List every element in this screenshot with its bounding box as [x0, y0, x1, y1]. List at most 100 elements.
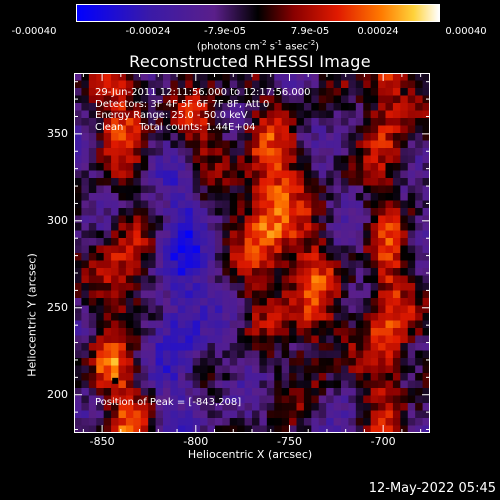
heatmap-cell	[96, 193, 105, 202]
heatmap-cell	[303, 305, 312, 314]
heatmap-cell	[355, 343, 364, 352]
heatmap-cell	[348, 133, 357, 142]
heatmap-cell	[303, 380, 312, 389]
heatmap-cell	[400, 328, 409, 337]
heatmap-cell	[214, 283, 223, 292]
heatmap-cell	[341, 290, 350, 299]
heatmap-cell	[88, 125, 97, 134]
heatmap-cell	[385, 133, 394, 142]
heatmap-cell	[207, 223, 216, 232]
heatmap-cell	[155, 118, 164, 127]
heatmap-cell	[244, 133, 253, 142]
heatmap-cell	[103, 268, 112, 277]
heatmap-cell	[103, 208, 112, 217]
heatmap-cell	[289, 80, 298, 89]
heatmap-cell	[192, 103, 201, 112]
heatmap-cell	[407, 275, 416, 284]
heatmap-cell	[125, 208, 134, 217]
heatmap-cell	[207, 283, 216, 292]
heatmap-cell	[326, 178, 335, 187]
heatmap-cell	[88, 410, 97, 419]
heatmap-cell	[266, 178, 275, 187]
heatmap-cell	[333, 328, 342, 337]
heatmap-cell	[222, 95, 231, 104]
heatmap-cell	[222, 133, 231, 142]
heatmap-cell	[289, 133, 298, 142]
heatmap-cell	[81, 110, 90, 119]
heatmap-cell	[422, 380, 430, 389]
unit-exp: -2	[259, 39, 267, 47]
heatmap-cell	[140, 140, 149, 149]
heatmap-cell	[222, 245, 231, 254]
heatmap-cell	[333, 305, 342, 314]
heatmap-cell	[81, 373, 90, 382]
heatmap-cell	[378, 155, 387, 164]
heatmap-cell	[103, 148, 112, 157]
heatmap-cell	[148, 110, 157, 119]
heatmap-cell	[385, 80, 394, 89]
heatmap-cell	[289, 178, 298, 187]
heatmap-cell	[81, 328, 90, 337]
heatmap-cell	[200, 410, 209, 419]
heatmap-cell	[355, 110, 364, 119]
heatmap-cell	[177, 313, 186, 322]
heatmap-cell	[326, 88, 335, 97]
heatmap-cell	[392, 95, 401, 104]
heatmap-cell	[274, 253, 283, 262]
heatmap-cell	[177, 163, 186, 172]
heatmap-cell	[341, 148, 350, 157]
heatmap-cell	[363, 268, 372, 277]
heatmap-cell	[140, 335, 149, 344]
heatmap-cell	[385, 320, 394, 329]
heatmap-cell	[289, 95, 298, 104]
heatmap-cell	[148, 298, 157, 307]
heatmap-cell	[400, 320, 409, 329]
heatmap-cell	[155, 103, 164, 112]
heatmap-cell	[289, 388, 298, 397]
heatmap-cell	[244, 238, 253, 247]
heatmap-cell	[355, 373, 364, 382]
heatmap-cell	[237, 350, 246, 359]
heatmap-cell	[281, 373, 290, 382]
heatmap-cell	[392, 418, 401, 427]
heatmap-cell	[96, 110, 105, 119]
heatmap-cell	[348, 298, 357, 307]
heatmap-cell	[378, 425, 387, 433]
heatmap-cell	[296, 95, 305, 104]
heatmap-cell	[192, 110, 201, 119]
heatmap-cell	[281, 380, 290, 389]
heatmap-cell	[407, 395, 416, 404]
heatmap-cell	[274, 275, 283, 284]
heatmap-cell	[363, 365, 372, 374]
heatmap-cell	[311, 388, 320, 397]
heatmap-cell	[177, 358, 186, 367]
heatmap-cell	[326, 140, 335, 149]
heatmap-cell	[281, 343, 290, 352]
heatmap-cell	[140, 275, 149, 284]
heatmap-cell	[229, 320, 238, 329]
heatmap-cell	[74, 350, 83, 359]
heatmap-cell	[155, 335, 164, 344]
heatmap-cell	[385, 155, 394, 164]
heatmap-cell	[378, 238, 387, 247]
heatmap-cell	[274, 133, 283, 142]
heatmap-cell	[74, 380, 83, 389]
heatmap-cell	[296, 155, 305, 164]
heatmap-cell	[392, 388, 401, 397]
heatmap-cell	[103, 328, 112, 337]
heatmap-cell	[111, 328, 120, 337]
heatmap-cell	[266, 110, 275, 119]
heatmap-cell	[326, 223, 335, 232]
heatmap-cell	[326, 238, 335, 247]
heatmap-cell	[81, 88, 90, 97]
heatmap-cell	[140, 125, 149, 134]
heatmap-cell	[96, 298, 105, 307]
heatmap-cell	[103, 425, 112, 433]
heatmap-cell	[81, 260, 90, 269]
heatmap-cell	[363, 215, 372, 224]
heatmap-cell	[237, 110, 246, 119]
heatmap-cell	[259, 260, 268, 269]
heatmap-cell	[281, 178, 290, 187]
heatmap-cell	[200, 155, 209, 164]
heatmap-cell	[289, 253, 298, 262]
